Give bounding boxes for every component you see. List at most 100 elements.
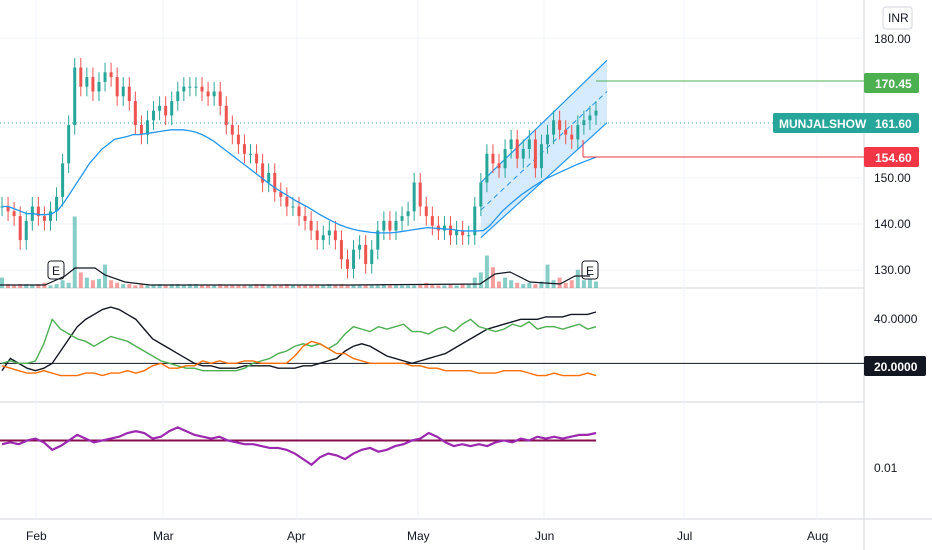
time-tick-label: Feb (26, 529, 47, 543)
candle-body (255, 153, 259, 164)
time-tick-label: May (407, 529, 430, 543)
candle-body (182, 86, 186, 92)
volume-bar (127, 284, 132, 288)
volume-bar (327, 284, 332, 288)
candle-body (388, 220, 392, 231)
candle-body (18, 216, 22, 241)
volume-bar (212, 285, 217, 288)
volume-bar (466, 284, 471, 288)
candle-body (521, 149, 525, 159)
candle-body (73, 67, 77, 126)
candle-body (467, 235, 471, 237)
volume-bar (284, 284, 289, 288)
candle-body (430, 216, 434, 226)
candle-body (152, 110, 156, 121)
volume-bar (254, 284, 259, 288)
volume-bar (521, 284, 526, 288)
ma-line (2, 129, 597, 234)
volume-bar (527, 282, 532, 288)
candle-body (461, 230, 465, 236)
volume-bar (309, 285, 314, 288)
currency-button[interactable]: INR (882, 6, 913, 30)
volume-bar (18, 284, 23, 288)
oscillator-pane[interactable] (0, 426, 597, 467)
symbol-name-label: MUNJALSHOW (779, 117, 867, 131)
last-price-label: 161.60 (875, 117, 912, 131)
candle-body (473, 206, 477, 236)
volume-bar (248, 285, 253, 288)
candle-body (424, 206, 428, 217)
volume-bar (206, 285, 211, 288)
volume-bar (6, 284, 11, 288)
volume-bar (345, 285, 350, 288)
time-axis[interactable]: Feb Mar Apr May Jun Jul Aug (26, 529, 828, 543)
stop-price-tag[interactable]: 154.60 (864, 147, 919, 167)
volume-bar (357, 285, 362, 288)
candle-body (376, 230, 380, 250)
candle-body (194, 86, 198, 88)
level-value-label: 20.0000 (874, 360, 918, 374)
volume-bar (230, 285, 235, 288)
volume-bar (557, 277, 562, 288)
target-price-tag[interactable]: 170.45 (864, 73, 919, 93)
price-axis[interactable]: 180.00 150.00 140.00 130.00 40.0000 0.01 (874, 32, 918, 475)
volume-bar (30, 285, 35, 288)
volume-bar (539, 281, 544, 288)
volume-bar (12, 285, 17, 288)
candle-body (558, 120, 562, 130)
volume-bar (260, 284, 265, 288)
channel-upper-line (480, 59, 608, 183)
symbol-price-tag[interactable]: MUNJALSHOW 161.60 (773, 113, 919, 133)
candle-body (103, 72, 107, 82)
volume-bar (266, 285, 271, 288)
volume-bar (115, 282, 120, 288)
candle-body (546, 134, 550, 145)
candles[interactable] (0, 57, 598, 279)
volume-bar (418, 284, 423, 288)
volume-bar (96, 278, 101, 288)
volume-bar (509, 280, 514, 288)
volume-bar (460, 284, 465, 288)
earnings-marker[interactable] (581, 260, 599, 280)
volume-bar (78, 272, 83, 288)
candle-body (582, 120, 586, 126)
level-price-tag[interactable]: 20.0000 (864, 356, 926, 376)
earnings-marker-label: E (586, 264, 594, 278)
volume-bar (72, 216, 77, 288)
volume-bar (563, 282, 568, 288)
candle-body (97, 81, 101, 92)
dmi-tick-label: 40.0000 (874, 312, 918, 326)
dmi-adx-line (1, 306, 597, 372)
volume-bar (84, 277, 89, 288)
earnings-marker[interactable] (47, 260, 65, 280)
candle-body (321, 235, 325, 241)
volume-bar (490, 267, 495, 288)
price-tick-label: 140.00 (874, 217, 911, 231)
candle-body (224, 105, 228, 126)
volume-bar (278, 285, 283, 288)
candle-body (327, 230, 331, 236)
osc-tick-label: 0.01 (874, 461, 898, 475)
dmi-pane[interactable] (0, 306, 864, 377)
candle-body (297, 206, 301, 217)
volume-bar (369, 285, 374, 288)
volume-bar (533, 284, 538, 288)
volume-bar (103, 264, 108, 288)
candle-body (442, 225, 446, 231)
volume-bar (218, 284, 223, 288)
time-tick-label: Jul (677, 529, 692, 543)
candle-body (394, 220, 398, 231)
volume-bar (200, 285, 205, 288)
volume-bar (151, 285, 156, 288)
candle-body (273, 172, 277, 193)
moving-average (2, 129, 597, 234)
osc-line (1, 426, 597, 467)
volume-bar (60, 280, 65, 288)
horizontal-lines[interactable] (582, 80, 864, 158)
candle-body (85, 77, 89, 87)
candle-body (370, 249, 374, 265)
volume-bar (412, 285, 417, 288)
volume-bar (333, 285, 338, 288)
volume-bar (400, 285, 405, 288)
